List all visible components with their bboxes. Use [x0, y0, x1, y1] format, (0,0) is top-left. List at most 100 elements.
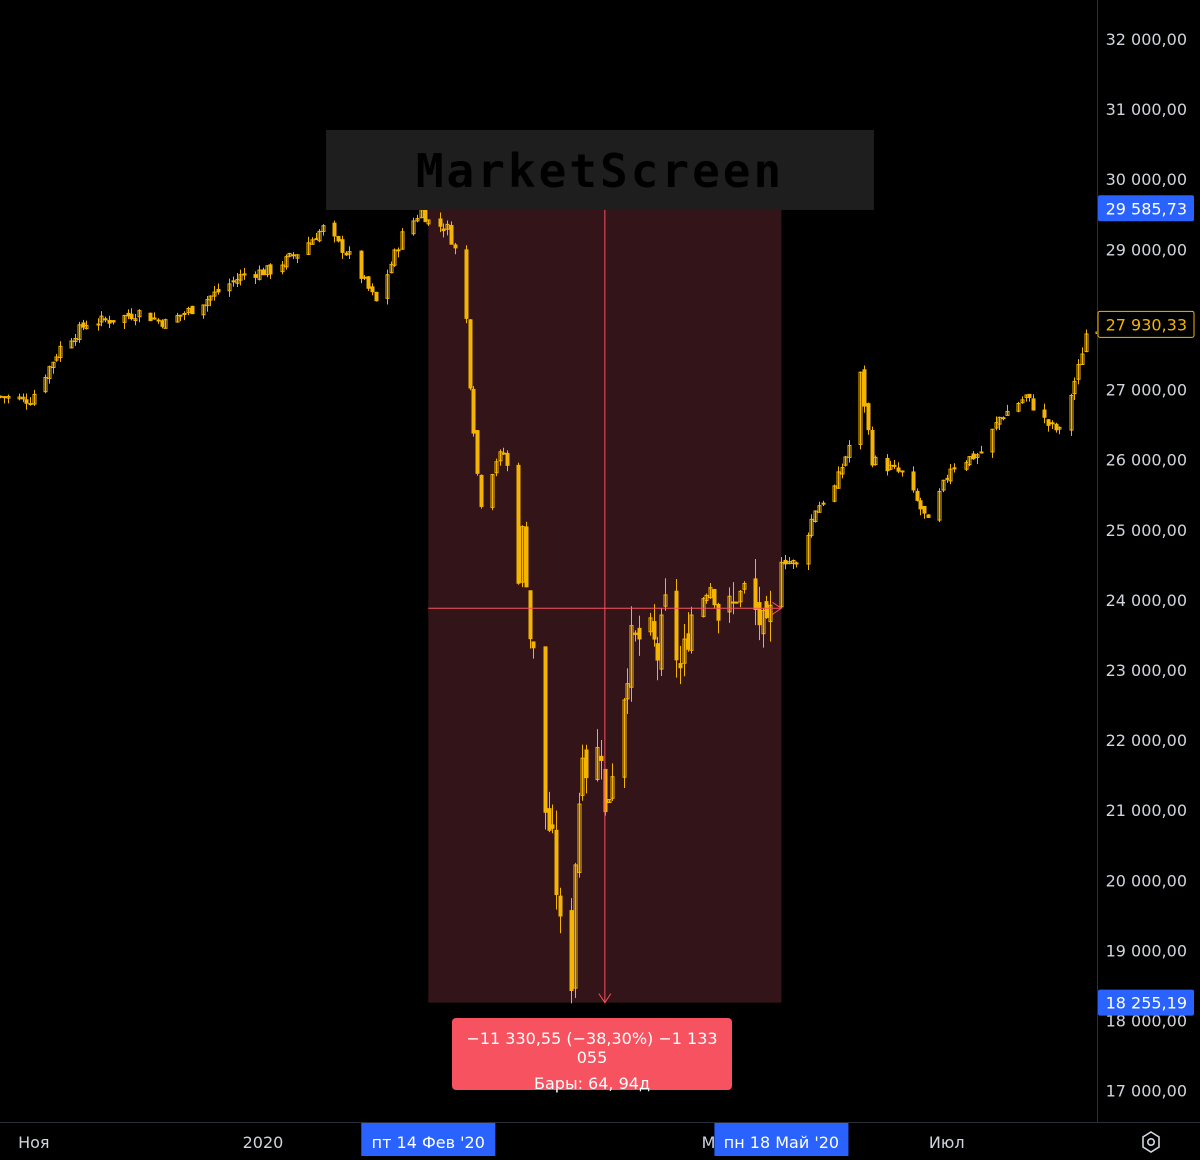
candle: [701, 597, 706, 618]
candle-body: [464, 249, 469, 319]
candle-body: [389, 263, 394, 274]
candle: [610, 763, 615, 801]
candle: [332, 220, 337, 243]
candle-body: [306, 242, 311, 255]
candle: [1042, 403, 1047, 424]
candle: [1005, 404, 1010, 416]
candle: [764, 595, 769, 619]
candle-body: [385, 274, 390, 299]
candle: [6, 394, 11, 404]
candle: [257, 265, 262, 281]
candle-body: [310, 239, 315, 245]
candle-body: [1046, 419, 1051, 426]
price-tick-label: 19 000,00: [1106, 941, 1187, 960]
candle-body: [347, 251, 352, 255]
candle: [54, 353, 59, 362]
candle: [242, 267, 247, 280]
candle-body: [122, 314, 127, 323]
candle-body: [96, 323, 101, 326]
candle-body: [438, 218, 443, 227]
candle-body: [866, 403, 871, 431]
candle-body: [1031, 398, 1036, 411]
time-tag-start-bg: [361, 1123, 496, 1156]
candle-body: [716, 604, 721, 621]
price-tag-low-text: 18 255,19: [1106, 994, 1187, 1013]
candle: [761, 608, 766, 648]
candle: [520, 525, 525, 588]
candle-body: [896, 467, 901, 472]
candle-body: [678, 663, 683, 669]
candle-body: [659, 614, 664, 670]
candle: [708, 583, 713, 599]
candle: [81, 319, 86, 331]
candle-body: [227, 283, 232, 292]
candle-body: [701, 598, 706, 617]
candle: [866, 402, 871, 435]
candle-body: [400, 231, 405, 250]
candle-body: [847, 445, 852, 458]
chart-settings-button[interactable]: [1134, 1126, 1168, 1158]
candle-body: [190, 305, 195, 315]
candle: [84, 320, 89, 330]
candle: [858, 371, 863, 450]
candle-body: [888, 464, 893, 470]
candle-body: [809, 518, 814, 536]
candle-body: [137, 310, 142, 318]
candle: [208, 295, 213, 307]
candle-body: [73, 338, 78, 343]
candle-body: [54, 356, 59, 361]
candle-body: [926, 514, 931, 518]
candle: [445, 220, 450, 236]
candle-body: [366, 276, 371, 289]
candle-body: [1072, 380, 1077, 395]
candle: [862, 365, 867, 413]
candle: [937, 488, 942, 523]
candle-body: [622, 699, 627, 778]
candle-body: [317, 230, 322, 242]
price-tag-last-text: 27 930,33: [1106, 315, 1187, 334]
candle-body: [129, 313, 134, 320]
candle: [400, 228, 405, 250]
candle-body: [295, 254, 300, 259]
candle: [317, 229, 322, 243]
candle-body: [21, 396, 26, 400]
measure-overlay: [428, 208, 783, 1004]
time-axis[interactable]: Ноя 2020 Июл Мпт 14 Фев '20 пн 18 Май '20: [0, 1122, 1200, 1157]
candle: [43, 374, 48, 394]
candle-body: [178, 314, 183, 317]
candle: [712, 588, 717, 609]
candle-body: [6, 395, 11, 399]
candle: [216, 283, 221, 295]
measure-result-box: −11 330,55 (−38,30%) −1 133 055 Бары: 64…: [452, 1018, 732, 1093]
candle-body: [453, 244, 458, 249]
candle-body: [783, 559, 788, 565]
candle: [103, 316, 108, 323]
candle-body: [768, 604, 773, 623]
price-tick-label: 27 000,00: [1106, 381, 1187, 400]
candle: [915, 488, 920, 502]
candle: [678, 645, 683, 685]
candle-body: [550, 824, 555, 829]
candle: [580, 744, 585, 801]
candle: [235, 272, 240, 287]
candle: [840, 463, 845, 479]
candle-body: [231, 280, 236, 283]
candle: [768, 590, 773, 642]
candle: [554, 810, 559, 910]
candle-body: [321, 225, 326, 232]
candle-body: [370, 286, 375, 293]
candle-body: [689, 614, 694, 651]
candle: [1069, 393, 1074, 436]
candle-body: [704, 594, 709, 602]
candle-body: [411, 220, 416, 235]
candle: [156, 318, 161, 324]
candle-body: [862, 369, 867, 407]
candle: [284, 254, 289, 270]
candle-body: [708, 587, 713, 599]
candle-body: [599, 755, 604, 761]
candle: [704, 593, 709, 604]
candle: [990, 428, 995, 458]
